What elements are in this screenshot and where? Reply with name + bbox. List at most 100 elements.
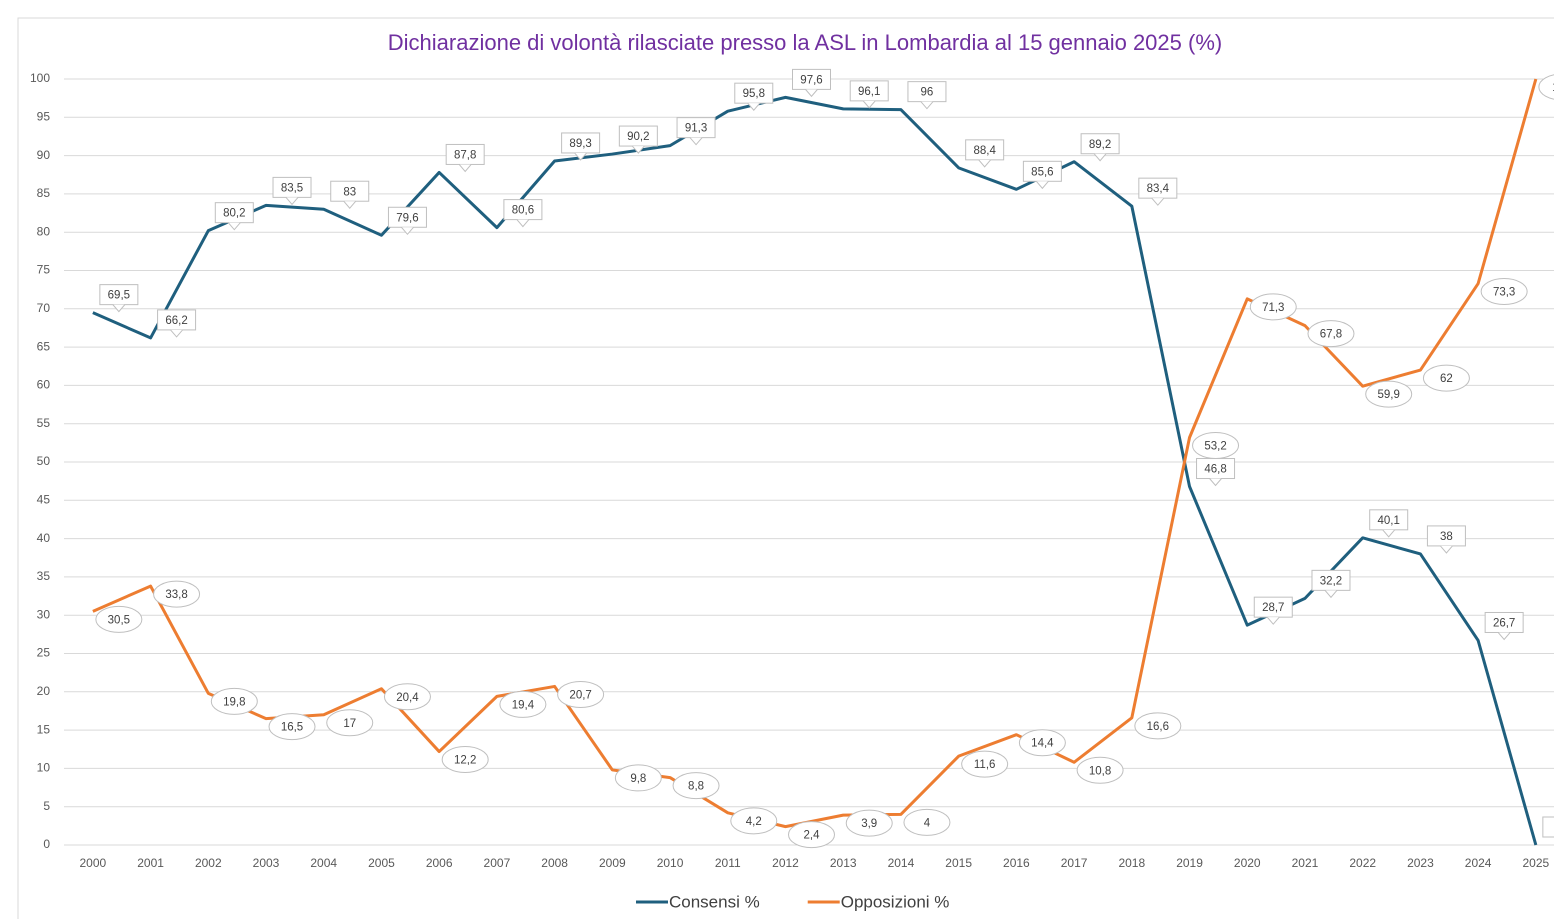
y-tick-label: 65: [37, 339, 51, 353]
data-label-text: 89,2: [1089, 139, 1111, 151]
x-tick-label: 2012: [772, 856, 799, 870]
data-label: 73,3: [1480, 278, 1528, 306]
label-pointer: [343, 200, 357, 209]
data-label-text: 32,2: [1320, 575, 1342, 587]
data-label-text: 97,6: [800, 74, 822, 86]
label-bubble: [614, 764, 662, 792]
x-tick-label: 2019: [1176, 856, 1203, 870]
data-label-text: 62: [1440, 373, 1453, 385]
x-tick-label: 2016: [1003, 856, 1030, 870]
x-tick-label: 2024: [1465, 856, 1492, 870]
label-pointer: [1266, 616, 1280, 625]
label-pointer: [1151, 197, 1165, 206]
label-pointer: [1036, 180, 1049, 190]
y-tick-label: 85: [37, 186, 51, 200]
chart-frame: [17, 17, 1554, 919]
data-label: 85,6: [1022, 160, 1062, 190]
label-bubble: [730, 807, 778, 835]
data-label-text: 40,1: [1378, 515, 1400, 527]
data-label-text: 20,7: [569, 689, 591, 701]
data-label-text: 80,2: [223, 208, 245, 220]
series-line: [92, 78, 1538, 829]
data-label: 80,2: [214, 202, 254, 231]
data-label-text: 38: [1440, 531, 1453, 543]
data-label: 100: [1538, 74, 1554, 100]
data-label-text: 12,2: [454, 755, 476, 767]
label-pointer: [1382, 529, 1396, 538]
data-label: 71,3: [1249, 293, 1297, 321]
data-label-text: 73,3: [1493, 287, 1515, 299]
data-label: 53,2: [1192, 431, 1240, 459]
label-bubble: [153, 580, 201, 608]
y-tick-label: 35: [37, 569, 51, 583]
data-label: 17: [326, 709, 374, 737]
data-label-text: 53,2: [1204, 441, 1226, 453]
x-tick-label: 2015: [945, 856, 972, 870]
label-pointer: [689, 137, 703, 146]
data-label: 4,2: [730, 807, 778, 835]
data-label: 83: [330, 180, 370, 209]
label-bubble: [1018, 729, 1066, 757]
data-label: 96: [907, 81, 947, 110]
x-tick-label: 2013: [830, 856, 857, 870]
y-tick-label: 100: [30, 71, 50, 85]
x-tick-label: 2022: [1349, 856, 1376, 870]
data-label-text: 83,5: [281, 182, 303, 194]
y-tick-label: 80: [37, 224, 51, 238]
y-tick-label: 60: [37, 378, 51, 392]
label-pointer: [516, 219, 530, 228]
data-label-text: 79,6: [396, 212, 418, 224]
data-label: 20,4: [383, 683, 431, 711]
data-label-text: 88,4: [973, 145, 996, 157]
data-label-text: 90,2: [627, 131, 649, 143]
x-tick-label: 2011: [715, 856, 741, 870]
data-label: 2,4: [788, 821, 835, 849]
label-pointer: [112, 304, 126, 313]
label-bubble: [1134, 712, 1182, 740]
x-tick-label: 2007: [484, 856, 511, 870]
data-label-text: 95,8: [743, 88, 765, 100]
data-label-text: 30,5: [108, 614, 130, 626]
data-label: 33,8: [153, 580, 201, 608]
data-label-text: 16,6: [1147, 721, 1169, 733]
label-bubble: [1249, 293, 1297, 321]
label-pointer: [401, 226, 414, 236]
data-label-text: 17: [343, 718, 356, 730]
data-label-text: 80,6: [512, 205, 534, 217]
data-label: 20,7: [557, 680, 605, 708]
label-bubble: [1480, 278, 1528, 306]
x-tick-label: 2009: [599, 856, 626, 870]
x-tick-label: 2004: [310, 856, 337, 870]
data-label: 67,8: [1307, 320, 1355, 348]
label-bubble: [845, 809, 893, 837]
label-pointer: [170, 329, 183, 338]
y-tick-label: 5: [43, 799, 50, 813]
data-label-text: 96,1: [858, 86, 880, 98]
data-label-text: 16,5: [281, 722, 303, 734]
data-label-text: 19,4: [512, 699, 535, 711]
label-pointer: [631, 145, 645, 154]
label-bubble: [326, 709, 374, 737]
x-tick-label: 2025: [1523, 856, 1550, 870]
data-label: 46,8: [1196, 458, 1236, 487]
data-label: 19,4: [499, 690, 547, 718]
label-bubble: [1076, 756, 1124, 784]
data-label: 14,4: [1018, 729, 1066, 757]
data-label-text: 20,4: [396, 692, 419, 704]
label-bubble: [1365, 380, 1413, 408]
data-label: 95,8: [734, 82, 774, 111]
data-label-text: 89,3: [569, 138, 591, 150]
label-pointer: [574, 152, 587, 161]
data-label: 88,4: [965, 139, 1005, 168]
data-label: 89,2: [1080, 133, 1120, 162]
y-tick-label: 25: [37, 646, 51, 660]
y-tick-label: 50: [37, 454, 51, 468]
label-bubble: [903, 808, 951, 836]
data-label-text: 4: [924, 817, 931, 829]
x-tick-label: 2005: [368, 856, 395, 870]
x-tick-label: 2018: [1118, 856, 1145, 870]
label-bubble: [1307, 320, 1355, 348]
chart-title: Dichiarazione di volontà rilasciate pres…: [388, 30, 1222, 55]
data-label-text: 9,8: [630, 773, 646, 785]
